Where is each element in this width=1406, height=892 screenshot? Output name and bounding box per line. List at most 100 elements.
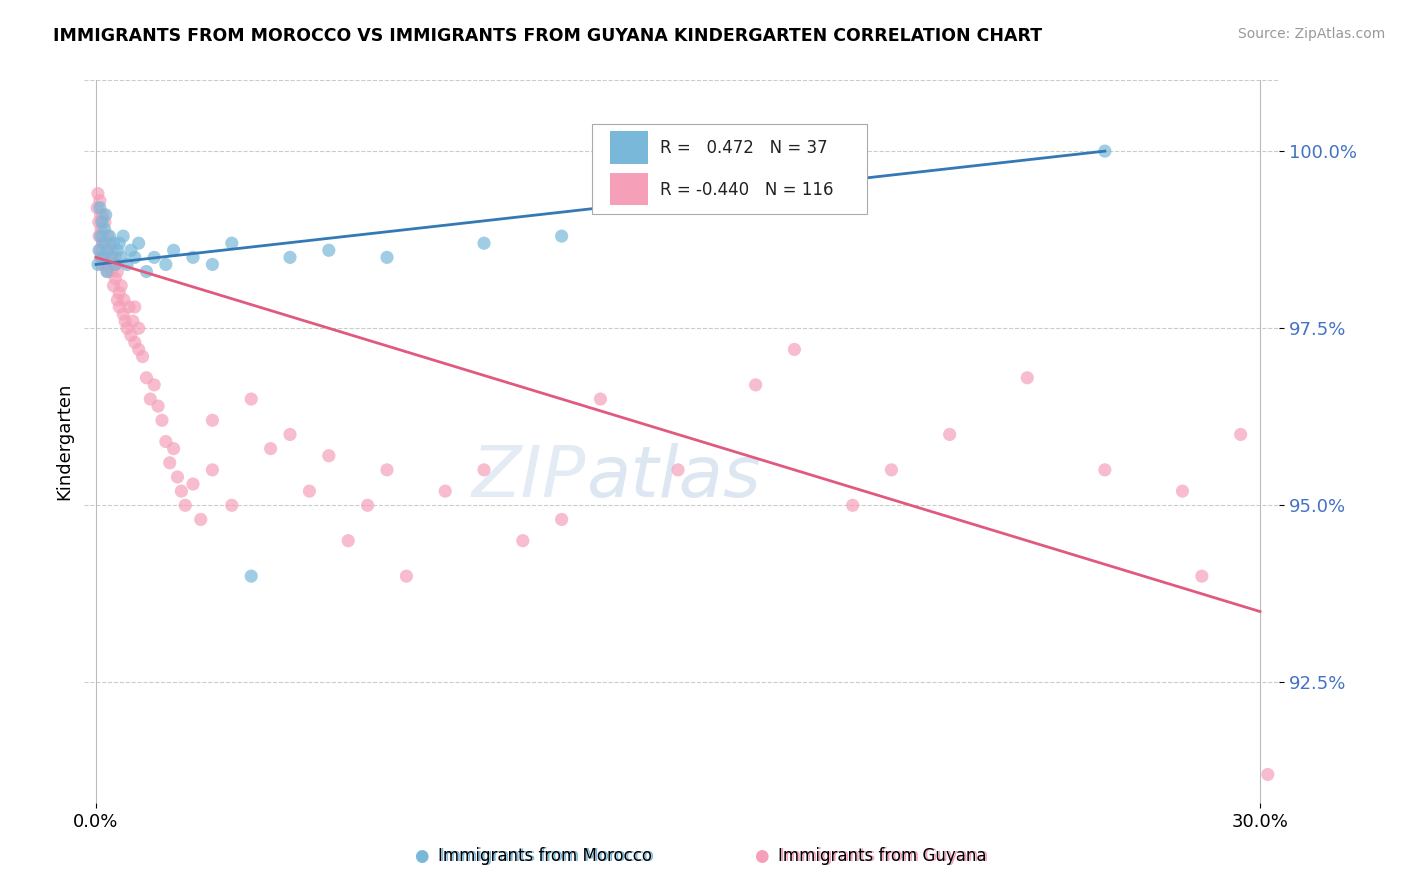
Point (356, 498, 378, 512)
Point (278, 251, 301, 265)
Point (512, 533, 534, 548)
Point (139, 392, 162, 406)
Point (97, 244, 120, 258)
Point (93, 229, 115, 244)
Point (1017, 371, 1039, 385)
Point (128, 236, 150, 251)
Text: ZIP: ZIP (472, 443, 586, 512)
Point (375, 463, 398, 477)
Point (93, 222, 115, 236)
Point (146, 399, 169, 413)
Point (112, 307, 135, 321)
Point (162, 442, 184, 456)
Point (94, 236, 117, 251)
Point (1191, 569, 1213, 583)
Point (87, 229, 110, 244)
Point (94, 257, 117, 271)
Point (108, 285, 131, 300)
Point (87, 244, 110, 258)
Text: ●  Immigrants from Guyana: ● Immigrants from Guyana (755, 847, 988, 865)
Point (105, 244, 128, 258)
Point (94, 208, 117, 222)
Point (87, 257, 110, 271)
Point (155, 257, 177, 271)
Point (150, 413, 173, 427)
Point (240, 392, 263, 406)
Point (550, 229, 572, 244)
Text: IMMIGRANTS FROM MOROCCO VS IMMIGRANTS FROM GUYANA KINDERGARTEN CORRELATION CHART: IMMIGRANTS FROM MOROCCO VS IMMIGRANTS FR… (53, 27, 1043, 45)
Text: R = -0.440   N = 116: R = -0.440 N = 116 (661, 181, 834, 199)
Point (98, 229, 121, 244)
Point (118, 300, 141, 314)
Point (201, 463, 224, 477)
Point (201, 413, 224, 427)
Point (91, 208, 114, 222)
Point (98, 236, 121, 251)
Point (108, 236, 131, 251)
Point (121, 314, 143, 328)
Point (110, 278, 132, 293)
Point (97, 244, 120, 258)
Point (135, 264, 157, 278)
Point (104, 257, 127, 271)
Point (90, 215, 112, 229)
Point (259, 442, 281, 456)
Point (96, 251, 118, 265)
Point (155, 434, 177, 449)
Point (105, 293, 128, 307)
Point (395, 569, 418, 583)
Point (112, 293, 135, 307)
Point (96, 264, 118, 278)
Point (240, 569, 263, 583)
Point (86, 201, 108, 215)
Point (938, 427, 960, 442)
Point (318, 449, 340, 463)
Point (114, 314, 136, 328)
Point (120, 328, 142, 343)
Point (143, 377, 166, 392)
Point (434, 484, 457, 499)
Point (104, 271, 127, 285)
Point (143, 251, 166, 265)
Point (87, 215, 110, 229)
Point (128, 321, 150, 335)
Y-axis label: Kindergarten: Kindergarten (55, 383, 73, 500)
Point (91, 236, 114, 251)
Point (108, 300, 131, 314)
Point (100, 251, 122, 265)
Point (589, 392, 612, 406)
Point (131, 350, 153, 364)
Point (93, 236, 115, 251)
Point (124, 335, 146, 350)
Point (880, 463, 903, 477)
Point (103, 278, 125, 293)
Bar (610, 131, 648, 163)
Point (97, 264, 120, 278)
Point (337, 533, 360, 548)
Point (159, 456, 181, 470)
Point (162, 244, 184, 258)
Point (89, 201, 111, 215)
Point (105, 264, 128, 278)
Bar (610, 172, 648, 205)
Point (550, 512, 572, 526)
Point (100, 251, 122, 265)
Point (110, 251, 132, 265)
Point (90, 222, 112, 236)
Point (744, 377, 766, 392)
Point (221, 236, 243, 251)
Point (472, 236, 495, 251)
Point (104, 257, 127, 271)
Point (115, 257, 138, 271)
Text: Immigrants from Guyana: Immigrants from Guyana (756, 847, 987, 865)
Point (375, 251, 398, 265)
Point (90, 229, 112, 244)
Point (90, 251, 112, 265)
Point (90, 257, 112, 271)
Point (1094, 144, 1116, 158)
Point (666, 463, 689, 477)
Point (120, 244, 142, 258)
Point (112, 229, 135, 244)
Point (93, 251, 115, 265)
Point (91, 251, 114, 265)
